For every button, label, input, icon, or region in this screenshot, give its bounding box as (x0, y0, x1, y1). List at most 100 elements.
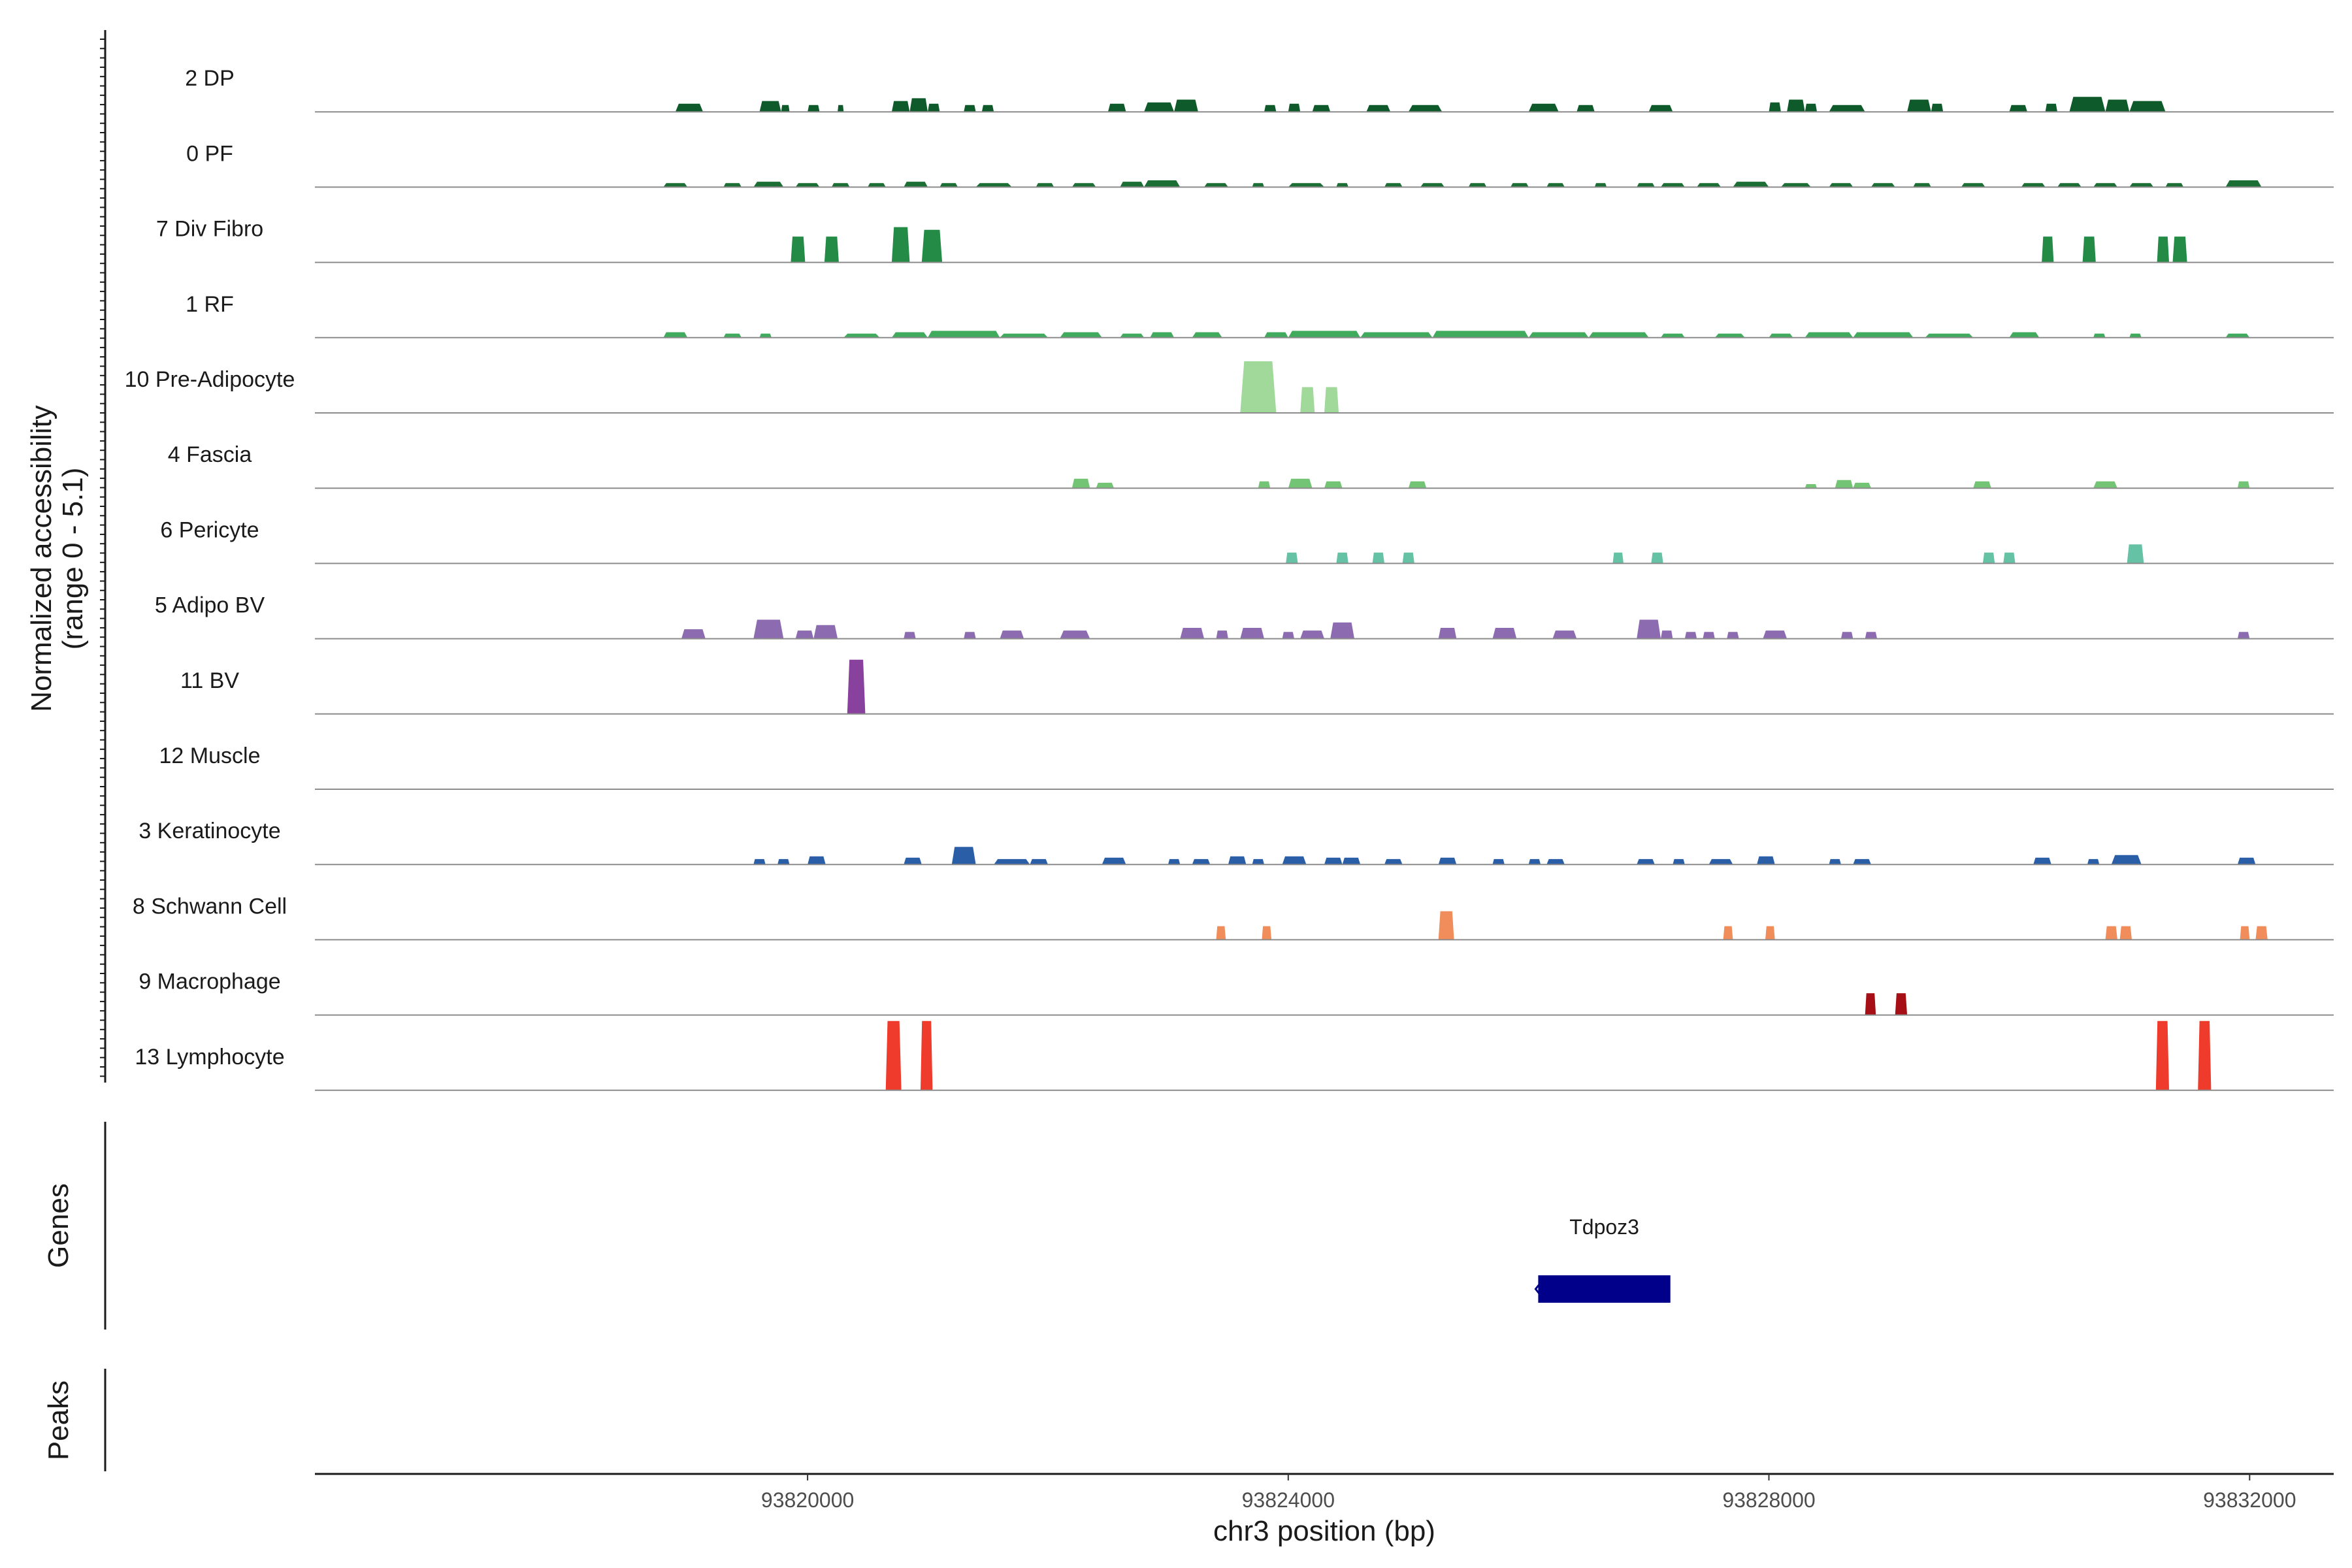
accessibility-peak (1733, 182, 1769, 188)
accessibility-peak (2119, 926, 2132, 940)
accessibility-peak (1865, 993, 1876, 1015)
accessibility-peak (1907, 99, 1931, 112)
accessibility-peak (781, 105, 790, 112)
accessibility-peak (909, 98, 928, 112)
track-label: 10 Pre-Adipocyte (125, 367, 295, 392)
accessibility-peak (1336, 183, 1348, 188)
track-label: 13 Lymphocyte (135, 1045, 284, 1070)
accessibility-peak (1150, 332, 1175, 338)
accessibility-peak (1192, 858, 1211, 865)
track-label: 4 Fascia (168, 442, 252, 467)
accessibility-peak (753, 858, 766, 865)
accessibility-peak (1408, 481, 1427, 489)
track-label: 11 BV (180, 668, 239, 693)
accessibility-peak (1913, 183, 1931, 188)
accessibility-peak (1120, 182, 1145, 188)
track-4-fascia: 4 Fascia (168, 442, 2334, 489)
accessibility-peak (1252, 858, 1264, 865)
accessibility-peak (1300, 387, 1315, 413)
accessibility-peak (1324, 481, 1343, 489)
accessibility-peak (1648, 105, 1673, 112)
accessibility-peak (1805, 103, 1818, 112)
accessibility-peak (1612, 552, 1624, 564)
track-2-dp: 2 DP (185, 66, 2334, 113)
accessibility-peak (2237, 632, 2250, 639)
accessibility-peak (1282, 632, 1294, 639)
accessibility-peak (904, 857, 922, 865)
accessibility-peak (1258, 481, 1271, 489)
accessibility-peak (1438, 857, 1457, 865)
gene-label: Tdpoz3 (1569, 1215, 1639, 1239)
accessibility-peak (981, 105, 994, 112)
accessibility-peak (2093, 183, 2117, 188)
accessibility-peak (1492, 628, 1517, 639)
accessibility-peak (994, 858, 1030, 865)
accessibility-peak (1511, 183, 1529, 188)
accessibility-peak (1228, 856, 1247, 865)
accessibility-peak (1432, 331, 1529, 338)
accessibility-peak (1107, 103, 1126, 112)
accessibility-peak (1286, 552, 1298, 564)
accessibility-peak (675, 103, 704, 112)
accessibility-peak (1288, 331, 1361, 338)
accessibility-peak (2129, 101, 2166, 112)
accessibility-peak (939, 183, 958, 188)
accessibility-peak (2045, 103, 2057, 112)
accessibility-peak (2082, 237, 2096, 263)
track-label: 2 DP (185, 66, 235, 91)
accessibility-peak (904, 182, 928, 188)
accessibility-peak (1071, 183, 1096, 188)
accessibility-peak (753, 619, 784, 639)
gene-annotations: Tdpoz3 (1534, 1215, 1671, 1303)
accessibility-peak (1708, 858, 1733, 865)
accessibility-peak (723, 183, 742, 188)
accessibility-peak (2172, 237, 2187, 263)
accessibility-peak (1000, 630, 1024, 639)
accessibility-peak (1637, 619, 1661, 639)
x-tick-label: 93820000 (761, 1488, 854, 1512)
accessibility-peak (1895, 993, 1908, 1015)
accessibility-peak (1174, 99, 1198, 112)
accessibility-peak (1360, 332, 1433, 338)
accessibility-peak (2009, 332, 2040, 338)
accessibility-peak (2105, 99, 2130, 112)
accessibility-peak (1546, 183, 1565, 188)
accessibility-peak (1264, 332, 1288, 338)
accessibility-peak (1438, 911, 1454, 940)
genes-panel-label: Genes (42, 1183, 74, 1268)
accessibility-peak (1324, 387, 1339, 413)
accessibility-peak (1071, 478, 1090, 489)
track-label: 3 Keratinocyte (139, 819, 280, 843)
accessibility-peak (1438, 628, 1457, 639)
accessibility-peak (2165, 183, 2184, 188)
accessibility-peak (1288, 183, 1324, 188)
accessibility-peak (1853, 858, 1871, 865)
accessibility-peak (831, 183, 850, 188)
accessibility-peak (2129, 333, 2142, 338)
x-axis-ticks: 93820000 93824000 93828000 93832000 (761, 1474, 2296, 1512)
accessibility-peak (1192, 332, 1222, 338)
accessibility-peak (838, 105, 844, 112)
coverage-tracks: 2 DP 0 PF 7 Div Fibro 1 RF 10 Pre-Adipocyte 4… (125, 66, 2334, 1091)
track-11-bv: 11 BV (180, 659, 2334, 715)
accessibility-peak (921, 1021, 933, 1090)
accessibility-peak (1763, 630, 1788, 639)
accessibility-peak (1240, 361, 1277, 413)
accessibility-peak (1805, 332, 1854, 338)
accessibility-peak (951, 847, 976, 865)
track-label: 1 RF (186, 292, 234, 317)
accessibility-peak (1651, 552, 1663, 564)
accessibility-peak (1661, 333, 1685, 338)
accessibility-peak (2237, 857, 2256, 865)
y-axis-title: Normalized accessibility (25, 405, 57, 711)
track-label: 12 Muscle (159, 743, 261, 768)
accessibility-peak (1961, 183, 1985, 188)
accessibility-peak (2033, 857, 2051, 865)
accessibility-peak (1300, 630, 1324, 639)
accessibility-peak (1180, 628, 1205, 639)
accessibility-peak (1697, 183, 1721, 188)
accessibility-peak (777, 858, 790, 865)
accessibility-peak (1336, 552, 1348, 564)
accessibility-peak (1853, 482, 1871, 489)
